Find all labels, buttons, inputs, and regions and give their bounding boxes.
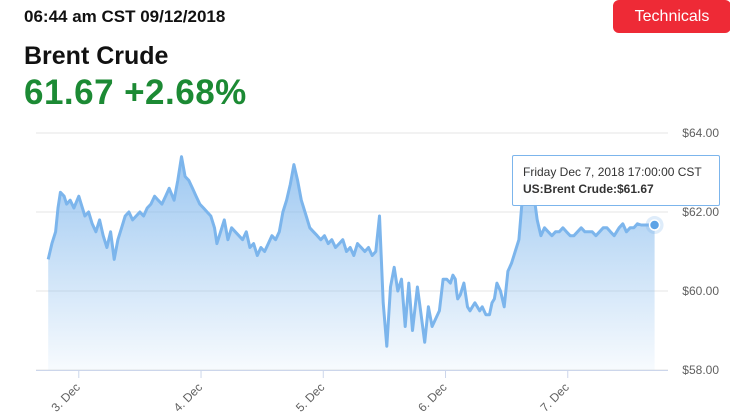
tooltip-date: Friday Dec 7, 2018 17:00:00 CST: [523, 165, 702, 179]
x-tick-label: 5. Dec: [293, 380, 327, 414]
y-axis: $58.00 $60.00 $62.00 $64.00: [682, 126, 719, 377]
x-tick-label: 3. Dec: [48, 380, 82, 414]
tooltip-value: US:Brent Crude:$61.67: [523, 182, 654, 196]
x-axis: 3. Dec 4. Dec 5. Dec 6. Dec 7. Dec: [36, 370, 668, 415]
y-tick-label: $58.00: [682, 363, 719, 377]
hover-point[interactable]: [648, 219, 661, 231]
technicals-button[interactable]: Technicals: [613, 0, 730, 33]
timestamp: 06:44 am CST 09/12/2018: [24, 7, 226, 26]
series-area: [46, 155, 664, 370]
series-fill: [48, 156, 655, 370]
last-price: 61.67: [24, 73, 115, 112]
tooltip: Friday Dec 7, 2018 17:00:00 CST US:Brent…: [512, 155, 720, 206]
x-tick-label: 4. Dec: [171, 380, 205, 414]
instrument-name: Brent Crude: [24, 42, 169, 70]
series-line[interactable]: [46, 155, 655, 348]
y-tick-label: $62.00: [682, 205, 719, 219]
x-tick-label: 6. Dec: [415, 380, 449, 414]
price-change: +2.68%: [124, 73, 247, 112]
price-quote: 61.67 +2.68%: [24, 73, 257, 113]
y-tick-label: $64.00: [682, 126, 719, 140]
y-tick-label: $60.00: [682, 284, 719, 298]
x-tick-label: 7. Dec: [537, 380, 571, 414]
